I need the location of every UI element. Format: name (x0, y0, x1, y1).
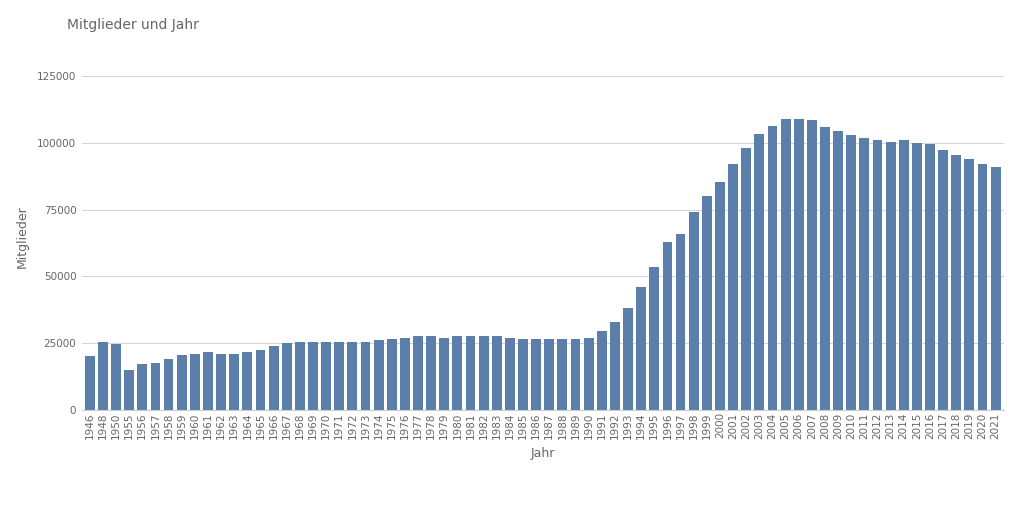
Bar (98, 342, 108, 410)
Bar (426, 336, 436, 410)
Bar (479, 336, 488, 410)
Bar (518, 339, 528, 410)
Y-axis label: Mitglieder: Mitglieder (15, 205, 29, 268)
Bar (374, 340, 384, 410)
Bar (649, 267, 659, 410)
Bar (768, 125, 777, 410)
Bar (85, 356, 94, 410)
Bar (663, 242, 673, 410)
Bar (780, 119, 791, 410)
Bar (570, 339, 581, 410)
Bar (938, 150, 948, 410)
Bar (584, 338, 594, 410)
Bar (439, 338, 450, 410)
Bar (978, 164, 987, 410)
Bar (189, 353, 200, 410)
Bar (820, 127, 829, 410)
Bar (859, 138, 869, 410)
Bar (203, 352, 213, 410)
Bar (557, 339, 567, 410)
Bar (256, 350, 265, 410)
Bar (308, 342, 317, 410)
Bar (137, 364, 147, 410)
Bar (834, 131, 843, 410)
Bar (334, 342, 344, 410)
Bar (701, 196, 712, 410)
Bar (282, 343, 292, 410)
Bar (151, 363, 161, 410)
Bar (545, 339, 554, 410)
Bar (951, 155, 962, 410)
Bar (387, 339, 396, 410)
Bar (624, 308, 633, 410)
Bar (755, 134, 764, 410)
Bar (807, 120, 817, 410)
Bar (268, 345, 279, 410)
Bar (715, 182, 725, 410)
Bar (453, 336, 462, 410)
Bar (925, 144, 935, 410)
Bar (610, 321, 620, 410)
Bar (322, 342, 331, 410)
Bar (965, 159, 974, 410)
Bar (794, 119, 804, 410)
Bar (216, 353, 226, 410)
Bar (597, 331, 606, 410)
Bar (243, 352, 252, 410)
Bar (360, 342, 371, 410)
Bar (728, 164, 738, 410)
Bar (229, 353, 240, 410)
Bar (124, 370, 134, 410)
Bar (505, 338, 515, 410)
Bar (689, 212, 698, 410)
Bar (872, 140, 883, 410)
Bar (347, 342, 357, 410)
Bar (413, 336, 423, 410)
Bar (912, 143, 922, 410)
Bar (741, 148, 752, 410)
Bar (636, 287, 646, 410)
X-axis label: Jahr: Jahr (530, 447, 555, 460)
Bar (400, 338, 410, 410)
Bar (295, 342, 305, 410)
Bar (899, 140, 908, 410)
Bar (177, 355, 186, 410)
Bar (164, 359, 173, 410)
Bar (991, 167, 1000, 410)
Bar (466, 336, 475, 410)
Bar (531, 339, 541, 410)
Bar (886, 142, 896, 410)
Bar (112, 344, 121, 410)
Bar (492, 336, 502, 410)
Bar (676, 234, 685, 410)
Text: Mitglieder und Jahr: Mitglieder und Jahr (67, 18, 199, 33)
Bar (846, 135, 856, 410)
